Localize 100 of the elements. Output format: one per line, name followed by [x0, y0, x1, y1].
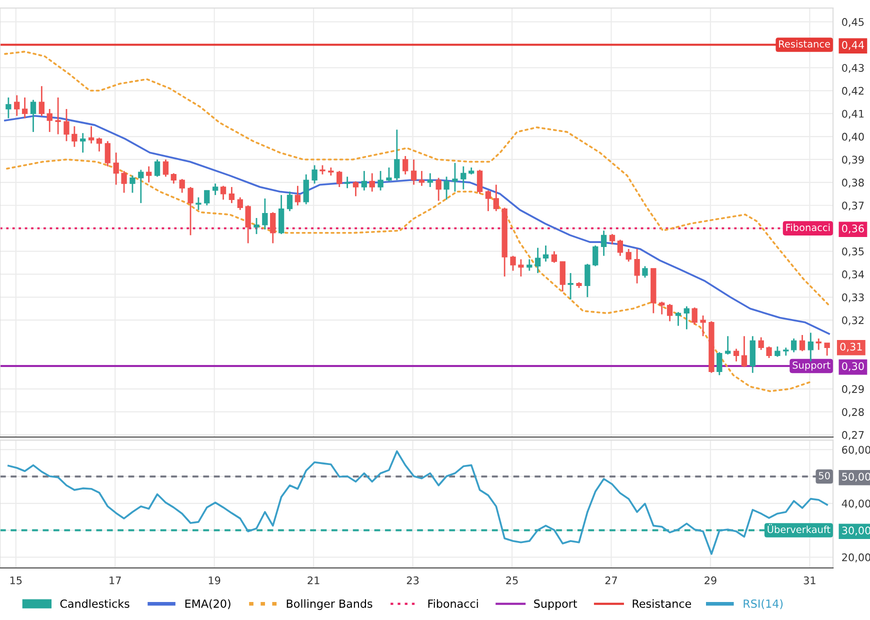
- y-tick-label: 0,35: [842, 247, 864, 256]
- candlestick: [534, 247, 541, 274]
- candlestick: [684, 306, 690, 330]
- candlestick: [170, 172, 176, 184]
- text: Fibonacci: [428, 599, 478, 608]
- y-tick-label: 0,44: [842, 40, 864, 50]
- ref-line-label: Überverkauft: [768, 524, 830, 534]
- candlestick: [212, 182, 218, 196]
- candlestick: [352, 180, 359, 197]
- x-tick-label: 25: [506, 576, 518, 584]
- candlestick: [204, 190, 210, 206]
- candlestick: [6, 96, 12, 119]
- candlestick: [55, 96, 61, 135]
- y-tick-label: 0,37: [842, 202, 864, 211]
- candlestick: [270, 212, 276, 244]
- candlestick: [584, 263, 590, 298]
- candlestick: [14, 94, 20, 117]
- line-series: [4, 114, 830, 335]
- candlestick: [386, 166, 392, 182]
- candlestick: [476, 169, 483, 195]
- candlestick: [436, 177, 442, 202]
- candlestick: [72, 126, 78, 148]
- candlestick: [303, 174, 309, 205]
- candlestick: [716, 352, 722, 376]
- candlestick: [560, 260, 566, 292]
- y-tick-label: 0,33: [842, 293, 864, 302]
- candlestick: [758, 336, 764, 351]
- candlestick: [741, 335, 748, 368]
- line-series: [4, 50, 831, 308]
- y-tick-label: 0,38: [842, 178, 864, 188]
- x-tick-label: 17: [110, 576, 121, 584]
- candlestick: [245, 204, 251, 244]
- candlestick: [22, 96, 28, 119]
- x-tick-label: 29: [704, 576, 716, 584]
- x-tick-label: 23: [406, 576, 419, 584]
- candlestick: [30, 99, 36, 133]
- candlestick: [154, 158, 160, 178]
- y-tick-label: 0,29: [842, 385, 864, 394]
- legend-label: EMA(20): [185, 599, 230, 610]
- candlestick: [427, 172, 433, 188]
- y-tick-label: 0,41: [842, 110, 864, 119]
- candlestick: [88, 126, 94, 144]
- candlestick: [146, 166, 152, 184]
- y-tick-label: 0,34: [842, 270, 864, 280]
- text: Support: [534, 599, 578, 610]
- candlestick: [188, 186, 194, 236]
- ref-line-label: Fibonacci: [786, 224, 830, 232]
- legend-label: Bollinger Bands: [286, 599, 372, 610]
- candlestick: [799, 334, 806, 352]
- y-tick-label: 0,45: [842, 18, 864, 27]
- y-tick-label: 0,43: [842, 64, 864, 73]
- candlestick: [361, 170, 367, 192]
- candlestick: [228, 186, 235, 204]
- candlestick: [634, 248, 640, 284]
- candlestick: [294, 185, 301, 206]
- candlestick: [609, 233, 616, 246]
- candlestick: [336, 170, 342, 188]
- y-tick-label: 20,00: [842, 553, 870, 562]
- candlestick: [196, 196, 202, 211]
- y-tick-label: 30,00: [842, 526, 870, 536]
- y-tick-label: 50,00: [842, 472, 870, 482]
- candlestick: [542, 244, 549, 262]
- candlestick: [113, 152, 119, 186]
- y-tick-label: 0,36: [842, 224, 864, 234]
- candlestick: [675, 311, 682, 327]
- candlestick: [130, 174, 136, 194]
- candlestick: [460, 166, 466, 190]
- candlestick: [104, 140, 110, 168]
- ref-line-label: Support: [792, 361, 830, 371]
- candlestick: [518, 258, 524, 278]
- candlestick: [791, 338, 797, 353]
- candlestick: [402, 155, 408, 176]
- y-tick-label: 0,28: [842, 408, 864, 418]
- candlestick: [121, 170, 127, 194]
- candlestick: [378, 170, 384, 192]
- y-tick-label: 0,27: [842, 431, 864, 440]
- candlestick: [320, 164, 326, 176]
- candlestick: [666, 303, 673, 322]
- candlestick: [600, 230, 607, 257]
- candlestick: [700, 314, 706, 337]
- candlestick: [725, 335, 731, 356]
- candlestick: [551, 250, 558, 264]
- candlestick: [659, 301, 665, 316]
- candlestick: [286, 190, 293, 212]
- ref-line-label: Resistance: [779, 40, 830, 48]
- y-tick-label: 0,39: [842, 156, 864, 165]
- x-tick-label: 31: [804, 576, 816, 584]
- candlestick: [138, 169, 144, 204]
- candlestick: [568, 272, 574, 300]
- y-tick-label: 0,32: [842, 316, 864, 326]
- candlestick: [592, 244, 598, 267]
- text: Resistance: [632, 599, 692, 608]
- candlestick: [179, 178, 185, 194]
- candlestick: [96, 136, 102, 152]
- x-tick-label: 21: [308, 576, 320, 584]
- candlestick: [344, 176, 350, 189]
- candlestick: [162, 158, 169, 178]
- candlestick: [692, 306, 698, 326]
- candlestick: [418, 170, 425, 187]
- candlestick: [642, 265, 648, 278]
